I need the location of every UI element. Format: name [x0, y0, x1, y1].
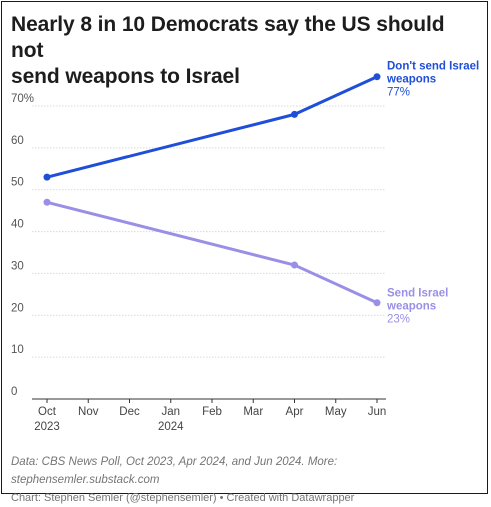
- x-tick-label: Feb: [202, 406, 222, 418]
- y-tick-label: 20: [11, 302, 24, 314]
- data-point: [373, 73, 381, 81]
- y-tick-label: 60: [11, 135, 24, 147]
- x-tick-label: Jan: [161, 406, 180, 418]
- x-tick-label: May: [325, 406, 347, 418]
- source-note: Data: CBS News Poll, Oct 2023, Apr 2024,…: [11, 456, 338, 486]
- x-tick-label: Nov: [78, 406, 99, 418]
- y-tick-label: 30: [11, 260, 24, 272]
- series-end-value: 23%: [387, 314, 410, 326]
- series-label: Send Israel: [387, 288, 448, 300]
- x-tick-label: Apr: [286, 406, 304, 418]
- title-line-2: send weapons to Israel: [11, 65, 240, 88]
- data-point: [43, 173, 51, 181]
- series-line: [45, 200, 379, 305]
- y-tick-label: 10: [11, 344, 24, 356]
- series-label: Don't send Israel: [387, 61, 479, 73]
- series-end-value: 77%: [387, 87, 410, 99]
- x-tick-year-label: 2023: [34, 421, 60, 433]
- chart-title: Nearly 8 in 10 Democrats say the US shou…: [11, 12, 481, 90]
- x-tick-label: Dec: [119, 406, 140, 418]
- y-tick-label: 50: [11, 177, 24, 189]
- series-label: weapons: [386, 301, 436, 313]
- x-tick-label: Mar: [243, 406, 263, 418]
- data-point: [291, 261, 298, 269]
- x-tick-year-label: 2024: [158, 421, 184, 433]
- chart-frame: [1, 1, 488, 494]
- data-point: [291, 110, 298, 118]
- series-line: [45, 75, 379, 179]
- data-point: [43, 198, 51, 206]
- credit-note: Chart: Stephen Semler (@stephensemler) •…: [11, 492, 355, 504]
- y-tick-label: 40: [11, 219, 24, 231]
- y-tick-label: 0: [11, 386, 17, 398]
- y-tick-label: 70%: [11, 93, 34, 105]
- line-chart: 0 10 20 30 40 50 60 70% Oct 2023 Nov Dec Jan 2024 Feb M…: [11, 61, 479, 433]
- series-label: weapons: [386, 74, 436, 86]
- x-tick-label: Jun: [368, 406, 387, 418]
- chart-notes: Data: CBS News Poll, Oct 2023, Apr 2024,…: [11, 453, 486, 507]
- data-point: [373, 299, 381, 307]
- x-tick-label: Oct: [38, 406, 57, 418]
- title-line-1: Nearly 8 in 10 Democrats say the US shou…: [11, 13, 445, 62]
